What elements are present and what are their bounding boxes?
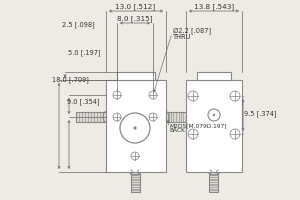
Text: 18.0 [.709]: 18.0 [.709] [52,77,89,83]
Circle shape [208,109,220,121]
Circle shape [230,91,240,101]
Text: BACK: BACK [169,129,185,134]
Text: 5.0 [.197]: 5.0 [.197] [68,49,101,56]
Bar [76,112,106,122]
Circle shape [113,91,121,99]
Text: THRU: THRU [173,34,191,40]
Circle shape [149,113,157,121]
Bar [106,80,166,172]
Bar [186,80,242,172]
Bar [130,172,140,192]
Bar [196,72,231,80]
Text: 9.0 [.354]: 9.0 [.354] [67,99,100,105]
Bar [209,172,218,192]
Text: 13.8 [.543]: 13.8 [.543] [194,4,234,10]
Circle shape [188,91,198,101]
Text: Ø2.2 [.087]: Ø2.2 [.087] [173,28,211,34]
Text: M2D5[M.079D.197]: M2D5[M.079D.197] [169,123,226,129]
Bar [166,112,186,122]
Circle shape [188,129,198,139]
Circle shape [149,91,157,99]
Text: 9.5 [.374]: 9.5 [.374] [244,111,276,117]
Circle shape [213,114,215,116]
Text: 13.0 [.512]: 13.0 [.512] [115,4,155,10]
Bar [117,72,154,80]
Text: 8.0 [.315]: 8.0 [.315] [117,16,153,22]
Circle shape [134,127,136,129]
Circle shape [113,113,121,121]
Circle shape [120,113,150,143]
Circle shape [131,152,139,160]
Text: 2.5 [.098]: 2.5 [.098] [62,21,95,28]
Circle shape [230,129,240,139]
